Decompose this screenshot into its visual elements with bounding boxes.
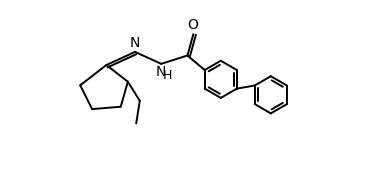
Text: O: O: [187, 18, 197, 32]
Text: H: H: [163, 69, 173, 82]
Text: N: N: [156, 65, 167, 79]
Text: N: N: [130, 36, 140, 50]
